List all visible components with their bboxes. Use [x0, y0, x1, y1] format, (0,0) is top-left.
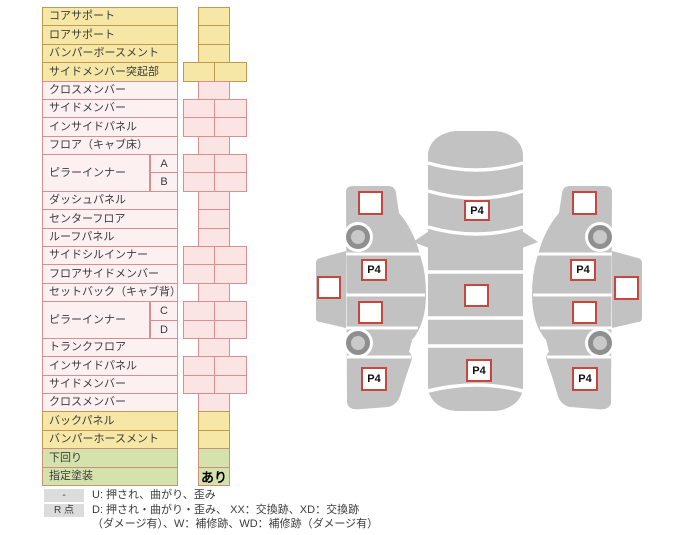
part-label: フロア（キャブ床）: [42, 136, 178, 155]
legend: - U: 押され、曲がり、歪み R 点 D: 押され・曲がり・歪み、 XX：交換…: [44, 488, 378, 532]
part-label: ルーフパネル: [42, 228, 178, 247]
damage-marker-trunk: P4: [466, 359, 492, 382]
legend-key-rpoint: R 点: [44, 503, 84, 517]
part-label: クロスメンバー: [42, 393, 178, 412]
damage-cell-center: [198, 338, 230, 357]
damage-cell-left: [183, 99, 215, 118]
part-label: バックパネル: [42, 411, 178, 431]
damage-marker-right-front-door: P4: [570, 259, 596, 281]
damage-cell-right: [214, 154, 247, 173]
part-label: ロアサポート: [42, 25, 178, 45]
damage-cell-left: [183, 154, 215, 173]
legend-text-codes-line1: D: 押され・曲がり・歪み、 XX：交換跡、XD：交換跡: [92, 504, 360, 516]
part-label: ダッシュパネル: [42, 191, 178, 210]
damage-cell-right: [214, 117, 247, 137]
part-label: インサイドパネル: [42, 356, 178, 376]
damage-marker-right-rear-fender: P4: [572, 367, 598, 391]
damage-cell-center: [198, 25, 230, 45]
damage-cell-center: [198, 209, 230, 229]
damage-cell-right: [214, 356, 247, 376]
part-label: 指定塗装: [42, 467, 178, 486]
pillar-section-label: D: [150, 320, 178, 339]
top-panel-dividers: [427, 161, 524, 393]
part-label: フロアサイドメンバー: [42, 264, 178, 284]
damage-cell-center: [198, 430, 230, 449]
part-label: サイドメンバー突起部: [42, 62, 178, 82]
damage-cell-left: [183, 375, 215, 394]
damage-cell-center: [198, 136, 230, 155]
rear-wheel: [343, 328, 373, 358]
part-label: ピラーインナー: [42, 154, 150, 192]
part-label: セットバック（キャブ背）: [42, 283, 178, 302]
damage-cell-center: [198, 81, 230, 100]
part-label: 下回り: [42, 448, 178, 468]
part-label: クロスメンバー: [42, 81, 178, 100]
damage-marker-right-rear-door: [572, 301, 597, 324]
legend-key-dash: -: [44, 488, 84, 502]
damage-marker-right-side-sill: [614, 276, 639, 300]
legend-text-codes: D: 押され・曲がり・歪み、 XX：交換跡、XD：交換跡 （ダメージ有）、W：補…: [92, 503, 378, 531]
damage-cell-right: [214, 301, 247, 321]
right-mirror: [522, 231, 538, 248]
front-wheel: [343, 222, 373, 252]
part-label: バンパーホースメント: [42, 430, 178, 449]
damage-cell-center: [198, 411, 230, 431]
damage-cell-left: [183, 264, 215, 284]
part-label: センターフロア: [42, 209, 178, 229]
top-view: [413, 131, 538, 411]
legend-row-u: - U: 押され、曲がり、歪み: [44, 488, 378, 502]
legend-text-codes-line2: （ダメージ有）、W：補修跡、WD：補修跡（ダメージ有）: [92, 518, 379, 530]
part-label: サイドメンバー: [42, 375, 178, 394]
damage-cell-center: [198, 228, 230, 247]
part-label: バンパーボースメント: [42, 44, 178, 63]
damage-cell-center: [198, 393, 230, 412]
damage-cell-center: あり: [198, 467, 230, 486]
damage-marker-left-front-door: P4: [361, 259, 387, 281]
damage-cell-left: [183, 356, 215, 376]
damage-cell-left: [183, 301, 215, 321]
damage-marker-right-front-fender: [572, 191, 597, 215]
damage-cell-left: [183, 172, 215, 192]
damage-cell-left: [183, 117, 215, 137]
damage-cell-center: [198, 448, 230, 468]
part-label: コアサポート: [42, 7, 178, 26]
legend-text-u: U: 押され、曲がり、歪み: [92, 489, 216, 501]
damage-marker-hood: P4: [464, 200, 490, 221]
pillar-section-label: A: [150, 154, 178, 173]
damage-cell-center: [198, 44, 230, 63]
damage-cell-left: [183, 62, 215, 82]
damage-cell-right: [214, 375, 247, 394]
damage-cell-right: [214, 99, 247, 118]
legend-row-rpoint: R 点 D: 押され・曲がり・歪み、 XX：交換跡、XD：交換跡 （ダメージ有）…: [44, 503, 378, 531]
damage-cell-right: [214, 246, 247, 265]
damage-cell-right: [214, 172, 247, 192]
damage-marker-left-rear-fender: P4: [361, 367, 387, 391]
left-side-view: [316, 186, 426, 410]
damage-cell-right: [214, 320, 247, 339]
pillar-section-label: B: [150, 172, 178, 192]
damage-marker-left-side-sill: [317, 276, 341, 299]
left-mirror: [413, 231, 429, 248]
damage-cell-right: [214, 62, 247, 82]
damage-cell-left: [183, 246, 215, 265]
part-label: サイドシルインナー: [42, 246, 178, 265]
damage-cell-left: [183, 320, 215, 339]
damage-cell-center: [198, 283, 230, 302]
part-label: ピラーインナー: [42, 301, 150, 339]
damage-cell-center: [198, 7, 230, 26]
part-label: トランクフロア: [42, 338, 178, 357]
damage-marker-left-front-fender: [358, 191, 383, 215]
damage-cell-center: [198, 191, 230, 210]
part-label: インサイドパネル: [42, 117, 178, 137]
part-label: サイドメンバー: [42, 99, 178, 118]
damage-marker-roof: [464, 284, 489, 307]
pillar-section-label: C: [150, 301, 178, 321]
damage-cell-right: [214, 264, 247, 284]
damage-marker-left-rear-door: [358, 301, 383, 324]
